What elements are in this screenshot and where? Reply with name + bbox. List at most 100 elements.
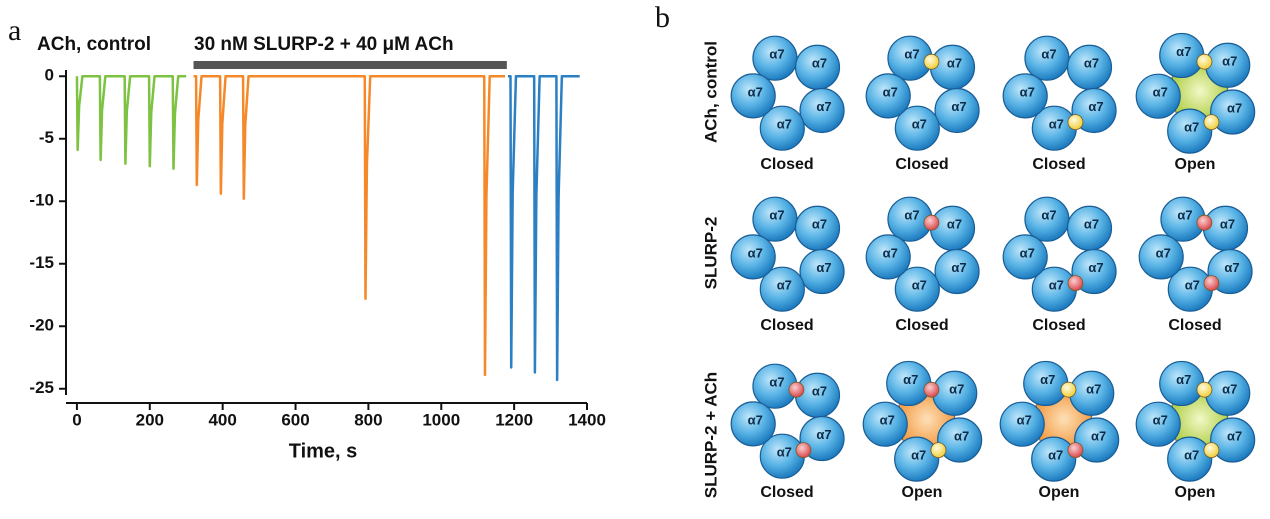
x-tick-label: 1200	[495, 410, 533, 429]
subunit-label: α7	[1048, 448, 1063, 463]
row-label: SLURP-2 + ACh	[701, 372, 720, 498]
subunit-label: α7	[816, 99, 831, 114]
ligand	[1060, 381, 1077, 398]
subunit-label: α7	[777, 117, 792, 132]
state-label: Open	[1039, 484, 1080, 501]
subunit-label: α7	[903, 372, 918, 387]
subunit-label: α7	[954, 428, 969, 443]
subunit	[999, 401, 1045, 447]
subunit-label: α7	[769, 375, 784, 390]
subunit-label: α7	[1088, 99, 1103, 114]
subunit	[934, 248, 980, 295]
subunit-label: α7	[1184, 448, 1199, 463]
annotation: ACh, control	[37, 34, 151, 55]
subunit-label: α7	[1176, 44, 1191, 59]
subunit-label: α7	[947, 217, 962, 232]
subunit-label: α7	[883, 245, 898, 260]
subunit-label: α7	[1176, 372, 1191, 387]
subunit-label: α7	[904, 208, 919, 223]
subunit-label: α7	[883, 84, 898, 99]
state-label: Closed	[1032, 156, 1085, 173]
ligand	[1067, 442, 1084, 459]
subunit-label: α7	[1041, 208, 1056, 223]
subunit	[894, 436, 940, 482]
subunit-label: α7	[1084, 56, 1099, 71]
subunit-label: α7	[1040, 372, 1055, 387]
ligand	[923, 53, 940, 70]
panel-label: a	[8, 14, 21, 47]
subunit	[1210, 417, 1256, 463]
receptor: α7 α7 α7 α7 α7	[730, 35, 845, 151]
state-label: Open	[902, 484, 943, 501]
trace	[75, 75, 187, 170]
subunit	[1002, 234, 1048, 280]
receptor: α7 α7 α7 α7 α7	[730, 363, 845, 479]
subunit	[799, 248, 845, 295]
subunit-label: α7	[912, 117, 927, 132]
ligand	[923, 214, 940, 231]
state-label: Closed	[760, 317, 813, 334]
subunit-label: α7	[748, 245, 763, 260]
ligand	[1067, 114, 1084, 131]
subunit	[1167, 108, 1213, 154]
subunit	[1135, 73, 1181, 119]
state-label: Closed	[760, 484, 813, 501]
receptor: α7 α7 α7 α7 α7	[1135, 32, 1256, 154]
subunit-label: α7	[912, 278, 927, 293]
row-label: SLURP-2	[701, 217, 720, 290]
panel-label: b	[655, 1, 670, 34]
subunit-label: α7	[1020, 245, 1035, 260]
subunit	[894, 266, 940, 312]
trace	[507, 75, 580, 382]
subunit	[759, 266, 805, 312]
subunit	[730, 401, 776, 447]
subunit-label: α7	[1224, 260, 1239, 275]
subunit-label: α7	[777, 278, 792, 293]
receptor: α7 α7 α7 α7 α7	[1002, 35, 1117, 151]
subunit	[1167, 436, 1213, 482]
ligand	[1203, 442, 1220, 459]
x-tick-label: 1400	[568, 410, 606, 429]
subunit-label: α7	[880, 413, 895, 428]
row-label: ACh, control	[701, 41, 720, 143]
subunit-label: α7	[769, 47, 784, 62]
y-tick-label: -10	[29, 191, 54, 210]
y-tick-label: -5	[39, 128, 54, 147]
ligand	[1196, 53, 1213, 70]
state-label: Open	[1175, 156, 1216, 173]
subunit	[865, 234, 911, 280]
subunit-label: α7	[1153, 413, 1168, 428]
subunit-label: α7	[812, 56, 827, 71]
receptor: α7 α7 α7 α7 α7	[865, 196, 980, 312]
ligand	[1196, 381, 1213, 398]
ligand	[1067, 275, 1084, 292]
ligand	[1203, 114, 1220, 131]
receptor: α7 α7 α7 α7 α7	[865, 35, 980, 151]
ligand	[923, 381, 940, 398]
ligand	[1203, 275, 1220, 292]
subunit-label: α7	[748, 412, 763, 427]
x-tick-label: 600	[281, 410, 309, 429]
subunit-label: α7	[1184, 120, 1199, 135]
diagram: ACh, control α7 α7 α7 α7 α7 Closed α7 α7 α7 α7 α7 Cl…	[701, 32, 1256, 501]
subunit-label: α7	[748, 84, 763, 99]
subunit-label: α7	[1041, 47, 1056, 62]
receptor: α7 α7 α7 α7 α7	[862, 360, 983, 482]
x-tick-label: 1000	[422, 410, 460, 429]
ligand	[795, 442, 812, 459]
subunit	[730, 234, 776, 280]
state-label: Closed	[895, 156, 948, 173]
annotation: 30 nM SLURP-2 + 40 μM ACh	[194, 34, 454, 55]
subunit	[937, 417, 983, 463]
subunit-label: α7	[904, 47, 919, 62]
subunit-label: α7	[1020, 84, 1035, 99]
subunit	[1135, 401, 1181, 447]
ligand	[1196, 214, 1213, 231]
receptor: α7 α7 α7 α7 α7	[999, 360, 1120, 482]
subunit	[862, 401, 908, 447]
state-label: Closed	[1032, 317, 1085, 334]
subunit-label: α7	[1222, 54, 1237, 69]
receptor: α7 α7 α7 α7 α7	[1002, 196, 1117, 312]
